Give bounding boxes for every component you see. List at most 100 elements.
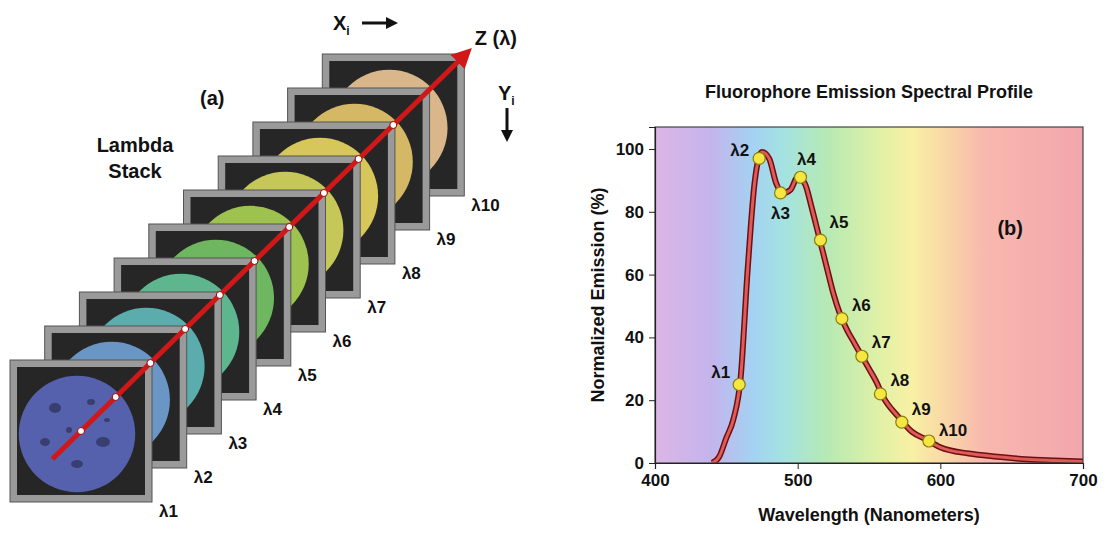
pierce-dot	[216, 292, 223, 299]
cell-feature	[104, 418, 110, 422]
point-labels: λ1λ2λ3λ4λ5λ6λ7λ8λ9λ10	[711, 141, 967, 440]
slice-label: λ7	[367, 298, 386, 317]
point	[795, 171, 807, 183]
cell-feature	[71, 460, 83, 468]
tick-label: 80	[625, 203, 644, 222]
tick-label: 20	[625, 391, 644, 410]
cell-feature	[96, 437, 110, 447]
tick-mark	[649, 463, 655, 464]
marks	[712, 152, 1083, 463]
point	[874, 388, 886, 400]
point-label: λ5	[829, 213, 848, 232]
curve	[712, 152, 1083, 463]
x-axis-subscript: i	[346, 24, 349, 38]
chart-title: Fluorophore Emission Spectral Profile	[705, 82, 1033, 102]
pierce-dot	[355, 156, 362, 163]
pierce-dot	[78, 428, 85, 435]
point-label: λ7	[872, 333, 891, 352]
axis-line	[656, 464, 1084, 470]
slice-label: λ2	[194, 468, 213, 487]
point-label: λ1	[711, 363, 730, 382]
point	[856, 350, 868, 362]
tick-mark	[940, 463, 941, 469]
panel-label: (a)	[200, 87, 224, 109]
point	[753, 152, 765, 164]
point	[733, 378, 745, 390]
slice-label: λ1	[159, 502, 178, 521]
cell-feature	[49, 403, 61, 413]
plot-background	[655, 127, 1083, 463]
tick-label: 40	[625, 328, 644, 347]
annotation: (b)	[997, 217, 1023, 239]
slice-label: λ4	[263, 400, 282, 419]
point	[923, 435, 935, 447]
tick: 100	[616, 140, 655, 159]
x-axis-title: Wavelength (Nanometers)	[758, 505, 979, 525]
tick-mark	[649, 400, 655, 401]
y-axis-title: Normalized Emission (%)	[588, 187, 608, 402]
diagram-title-line: Lambda	[97, 134, 175, 156]
panel-b: λ1λ2λ3λ4λ5λ6λ7λ8λ9λ100204060801004005006…	[588, 82, 1097, 525]
x-axis-letter: X	[333, 12, 347, 34]
point	[896, 416, 908, 428]
figure: λ1λ2λ3λ4λ5λ6λ7λ8λ9λ10Z (λ)XiYiLambdaStac…	[0, 0, 1107, 533]
tick: 400	[641, 463, 669, 490]
x-arrow	[362, 22, 392, 25]
tick-mark	[649, 275, 655, 276]
x-axis: 400 500 600 700	[641, 463, 1097, 490]
pierce-dot	[182, 326, 189, 333]
point-label: λ4	[797, 150, 816, 169]
y-axis: 020406080100	[616, 128, 656, 473]
tick-mark	[649, 149, 655, 150]
tick-mark	[649, 212, 655, 213]
tick-label: 500	[784, 471, 812, 490]
y-axis-letter: Y	[498, 82, 512, 104]
tick: 500	[784, 463, 812, 490]
curve-outline	[712, 152, 1083, 463]
x-axis-label: Xi	[333, 12, 350, 38]
point-label: λ6	[852, 296, 871, 315]
cell-feature	[66, 427, 72, 433]
tick: 80	[625, 203, 655, 222]
slice-label: λ5	[298, 366, 317, 385]
point-label: λ10	[939, 421, 967, 440]
tick-mark	[655, 463, 656, 469]
z-arrow	[52, 55, 464, 459]
cell-feature	[87, 399, 95, 405]
tick-label: 100	[616, 140, 644, 159]
plot-frame	[655, 127, 1083, 463]
pierce-dot	[251, 258, 258, 265]
tick: 20	[625, 391, 655, 410]
point	[836, 313, 848, 325]
slice-label: λ9	[437, 230, 456, 249]
point-label: λ9	[912, 400, 931, 419]
diagram-title-line: Stack	[108, 160, 162, 182]
y-axis-subscript: i	[511, 94, 514, 108]
tick: 700	[1069, 463, 1097, 490]
cell-feature	[40, 438, 50, 446]
pierce-dot	[286, 224, 293, 231]
point-label: λ3	[771, 204, 790, 223]
tick: 600	[927, 463, 955, 490]
tick-label: 600	[927, 471, 955, 490]
tick-mark	[1083, 463, 1084, 469]
slice-label: λ8	[402, 264, 421, 283]
pierce-dot	[112, 394, 119, 401]
tick: 60	[625, 266, 655, 285]
slice-label: λ6	[333, 332, 352, 351]
panel-a: λ1λ2λ3λ4λ5λ6λ7λ8λ9λ10Z (λ)XiYiLambdaStac…	[10, 12, 517, 521]
tick: 40	[625, 328, 655, 347]
pierce-dot	[147, 360, 154, 367]
axis-line	[649, 128, 656, 464]
pierce-dot	[390, 122, 397, 129]
diagram-title: Lambda Stack	[97, 134, 175, 182]
z-axis-label: Z (λ)	[475, 27, 517, 49]
slice-label: λ3	[228, 434, 247, 453]
tick-label: 400	[641, 471, 669, 490]
tick-mark	[798, 463, 799, 469]
y-axis-label: Yi	[498, 82, 515, 108]
tick-mark	[649, 337, 655, 338]
point	[775, 187, 787, 199]
y-arrow	[506, 108, 509, 136]
point	[814, 234, 826, 246]
